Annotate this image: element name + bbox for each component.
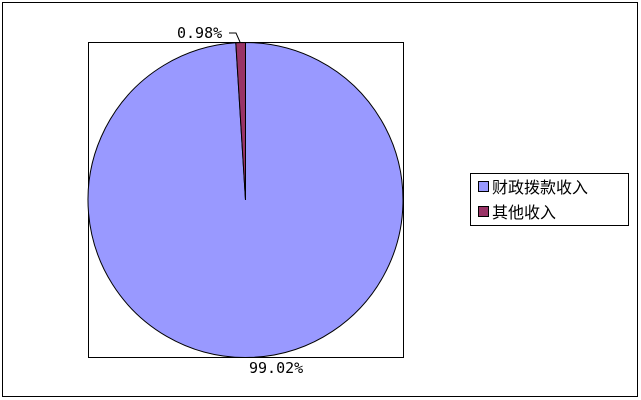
legend-swatch-0 — [478, 181, 489, 192]
legend-label-1: 其他收入 — [492, 203, 556, 222]
leader-line — [229, 32, 241, 43]
legend: 财政拨款收入 其他收入 — [470, 173, 629, 226]
legend-label-0: 财政拨款收入 — [492, 178, 588, 197]
pie-slice-1 — [235, 41, 246, 201]
legend-swatch-1 — [478, 206, 489, 217]
data-label-0: 99.02% — [249, 359, 303, 377]
legend-box — [470, 173, 629, 226]
data-label-1: 0.98% — [177, 24, 222, 42]
